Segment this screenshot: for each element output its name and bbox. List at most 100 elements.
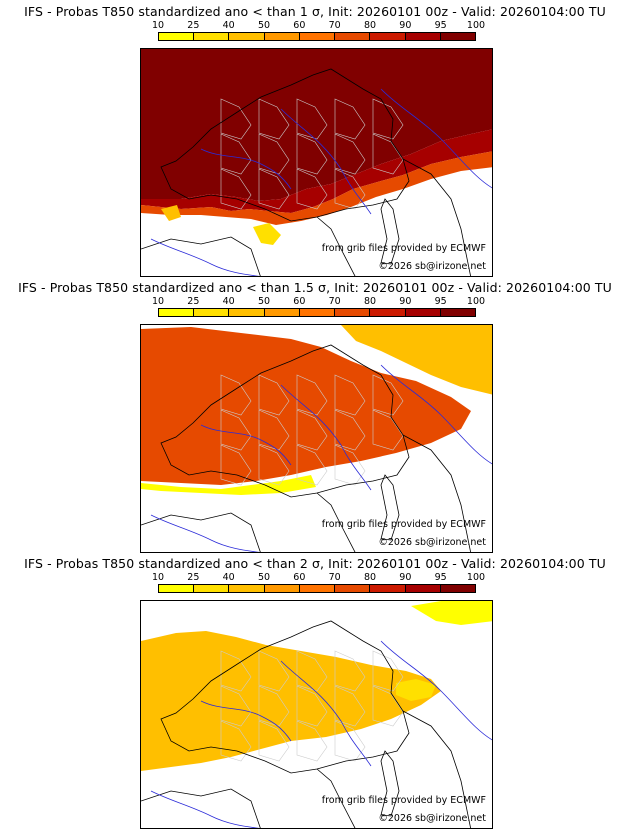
colorbar-tick-label: 10 bbox=[151, 296, 165, 307]
colorbar-tick-label: 100 bbox=[466, 296, 486, 307]
colorbar-segment bbox=[229, 33, 265, 40]
region-border bbox=[220, 98, 252, 140]
probability-contour bbox=[141, 49, 492, 201]
italy-border bbox=[402, 158, 472, 276]
region-borders bbox=[220, 650, 404, 762]
colorbar-segment bbox=[229, 309, 265, 316]
region-border bbox=[372, 685, 404, 727]
map-panel-2-sigma: IFS - Probas T850 standardized ano < tha… bbox=[0, 552, 630, 829]
region-border bbox=[258, 409, 290, 451]
colorbar-tick-label: 40 bbox=[222, 572, 235, 583]
colorbar-tick-label: 90 bbox=[399, 20, 412, 31]
colorbar-segment bbox=[159, 33, 195, 40]
region-border bbox=[258, 685, 290, 727]
region-border bbox=[334, 409, 366, 451]
region-border bbox=[258, 133, 290, 175]
river bbox=[380, 640, 492, 741]
region-border bbox=[258, 444, 290, 486]
region-border bbox=[372, 374, 404, 416]
data-source-credit: from grib files provided by ECMWF bbox=[321, 795, 486, 806]
colorbar-tick-label: 40 bbox=[222, 296, 235, 307]
colorbar-tick-label: 70 bbox=[328, 572, 341, 583]
colorbar-tick-labels: 10 25 40 50 60 70 80 90 95 100 bbox=[152, 296, 485, 307]
panel-title: IFS - Probas T850 standardized ano < tha… bbox=[24, 556, 606, 571]
region-border bbox=[296, 168, 328, 210]
region-border bbox=[372, 650, 404, 692]
river bbox=[150, 514, 260, 552]
colorbar-tick-label: 95 bbox=[434, 296, 447, 307]
probability-contour bbox=[253, 223, 281, 245]
colorbar-segment bbox=[440, 33, 475, 40]
region-border bbox=[296, 685, 328, 727]
corsica-sardinia bbox=[380, 474, 400, 541]
region-border bbox=[220, 685, 252, 727]
region-border bbox=[334, 168, 366, 210]
region-border bbox=[334, 98, 366, 140]
italy-coastline bbox=[316, 492, 356, 552]
probability-contour bbox=[411, 601, 492, 625]
italy-coastline bbox=[316, 768, 356, 828]
colorbar-segment bbox=[370, 585, 406, 592]
colorbar-segment bbox=[264, 309, 300, 316]
colorbar-tick-label: 100 bbox=[466, 20, 486, 31]
colorbar-tick-label: 80 bbox=[363, 296, 377, 307]
colorbar-tick-labels: 10 25 40 50 60 70 80 90 95 100 bbox=[152, 572, 485, 583]
river bbox=[200, 424, 292, 466]
france-coastline bbox=[160, 344, 410, 498]
region-border bbox=[220, 133, 252, 175]
region-border bbox=[296, 374, 328, 416]
panel-title: IFS - Probas T850 standardized ano < tha… bbox=[18, 280, 612, 295]
region-border bbox=[334, 720, 366, 762]
colorbar-tick-label: 60 bbox=[293, 572, 306, 583]
colorbar-tick-label: 50 bbox=[257, 20, 271, 31]
river bbox=[200, 700, 292, 742]
colorbar-tick-label: 10 bbox=[151, 572, 165, 583]
colorbar-tick-label: 25 bbox=[187, 572, 200, 583]
colorbar-segment bbox=[264, 33, 300, 40]
coastline bbox=[141, 344, 472, 552]
probability-contour bbox=[161, 205, 181, 221]
region-border bbox=[220, 409, 252, 451]
region-border bbox=[258, 168, 290, 210]
colorbar-tick-labels: 10 25 40 50 60 70 80 90 95 100 bbox=[152, 20, 485, 31]
map-canvas bbox=[141, 49, 492, 276]
colorbar-tick-label: 70 bbox=[328, 20, 341, 31]
probability-contour bbox=[141, 327, 471, 485]
colorbar-tick-label: 70 bbox=[328, 296, 341, 307]
probability-field bbox=[141, 601, 492, 771]
region-border bbox=[334, 444, 366, 486]
colorbar-segment bbox=[299, 585, 336, 592]
region-border bbox=[372, 133, 404, 175]
colorbar-tick-label: 25 bbox=[187, 296, 200, 307]
coastline bbox=[141, 620, 472, 828]
italy-border bbox=[402, 434, 472, 552]
colorbar-tick-label: 50 bbox=[257, 296, 271, 307]
probability-map: from grib files provided by ECMWF ©2026 … bbox=[140, 324, 493, 553]
colorbar-legend bbox=[158, 32, 476, 41]
region-border bbox=[296, 444, 328, 486]
colorbar-tick-label: 90 bbox=[399, 296, 412, 307]
colorbar-segment bbox=[159, 309, 195, 316]
region-border bbox=[334, 133, 366, 175]
colorbar-tick-label: 50 bbox=[257, 572, 271, 583]
map-canvas bbox=[141, 325, 492, 552]
colorbar-tick-label: 95 bbox=[434, 572, 447, 583]
region-border bbox=[296, 720, 328, 762]
colorbar-segment bbox=[299, 309, 336, 316]
river bbox=[280, 108, 372, 215]
region-border bbox=[334, 374, 366, 416]
region-border bbox=[258, 650, 290, 692]
region-border bbox=[258, 374, 290, 416]
spain-coastline bbox=[141, 512, 261, 552]
region-border bbox=[372, 98, 404, 140]
colorbar-segment bbox=[440, 309, 475, 316]
colorbar-segment bbox=[405, 309, 441, 316]
colorbar-tick-label: 80 bbox=[363, 572, 377, 583]
colorbar-tick-label: 40 bbox=[222, 20, 235, 31]
probability-contour bbox=[141, 475, 316, 495]
river bbox=[150, 790, 260, 828]
region-border bbox=[220, 374, 252, 416]
colorbar-segment bbox=[299, 33, 336, 40]
probability-contour bbox=[141, 631, 441, 771]
colorbar-legend bbox=[158, 308, 476, 317]
